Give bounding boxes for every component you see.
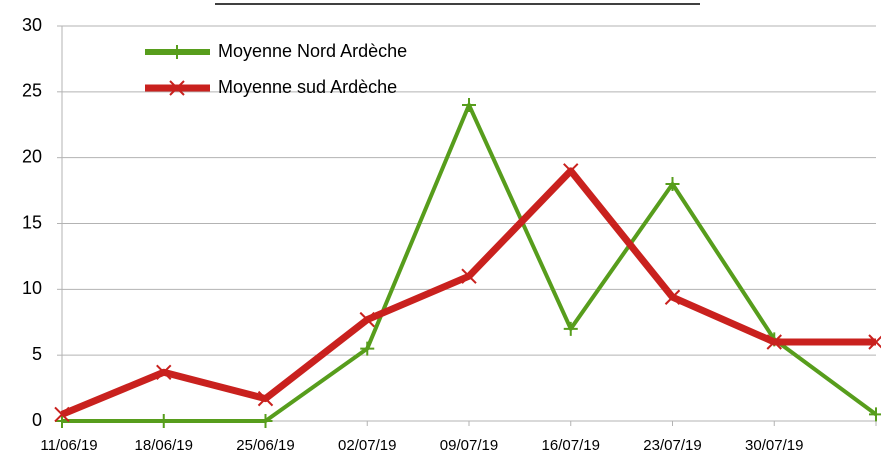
legend-marker (169, 80, 185, 96)
x-tick-label: 23/07/19 (643, 437, 701, 454)
point-marker (563, 163, 579, 179)
legend-label: Moyenne Nord Ardèche (218, 41, 407, 61)
series-line (62, 103, 878, 423)
x-tick-label: 18/06/19 (135, 437, 193, 454)
point-marker (156, 414, 171, 428)
y-tick-label: 30 (22, 15, 42, 35)
point-marker (563, 321, 578, 336)
point-marker (156, 364, 172, 380)
point-marker (665, 177, 680, 191)
x-tick-label: 25/06/19 (236, 437, 294, 454)
legend-marker (170, 45, 184, 59)
y-tick-label: 10 (22, 278, 42, 298)
x-tick-label: 02/07/19 (338, 437, 396, 454)
point-marker (360, 341, 375, 356)
y-tick-label: 0 (32, 410, 42, 430)
point-marker (257, 390, 274, 407)
point-marker (258, 414, 273, 428)
y-tick-label: 5 (32, 344, 42, 364)
legend-label: Moyenne sud Ardèche (218, 77, 397, 97)
point-marker (766, 334, 782, 350)
point-marker (461, 268, 477, 284)
point-marker (359, 311, 375, 328)
y-tick-label: 20 (22, 146, 42, 166)
x-tick-label: 30/07/19 (745, 437, 803, 454)
x-tick-label: 16/07/19 (542, 437, 600, 454)
y-tick-label: 25 (22, 81, 42, 101)
point-marker (462, 98, 476, 112)
y-tick-label: 15 (22, 212, 42, 232)
x-tick-label: 09/07/19 (440, 437, 498, 454)
series-line (60, 167, 876, 418)
x-tick-label: 11/06/19 (40, 437, 97, 454)
point-marker (54, 406, 70, 423)
point-marker (55, 414, 69, 428)
point-marker (664, 289, 681, 305)
